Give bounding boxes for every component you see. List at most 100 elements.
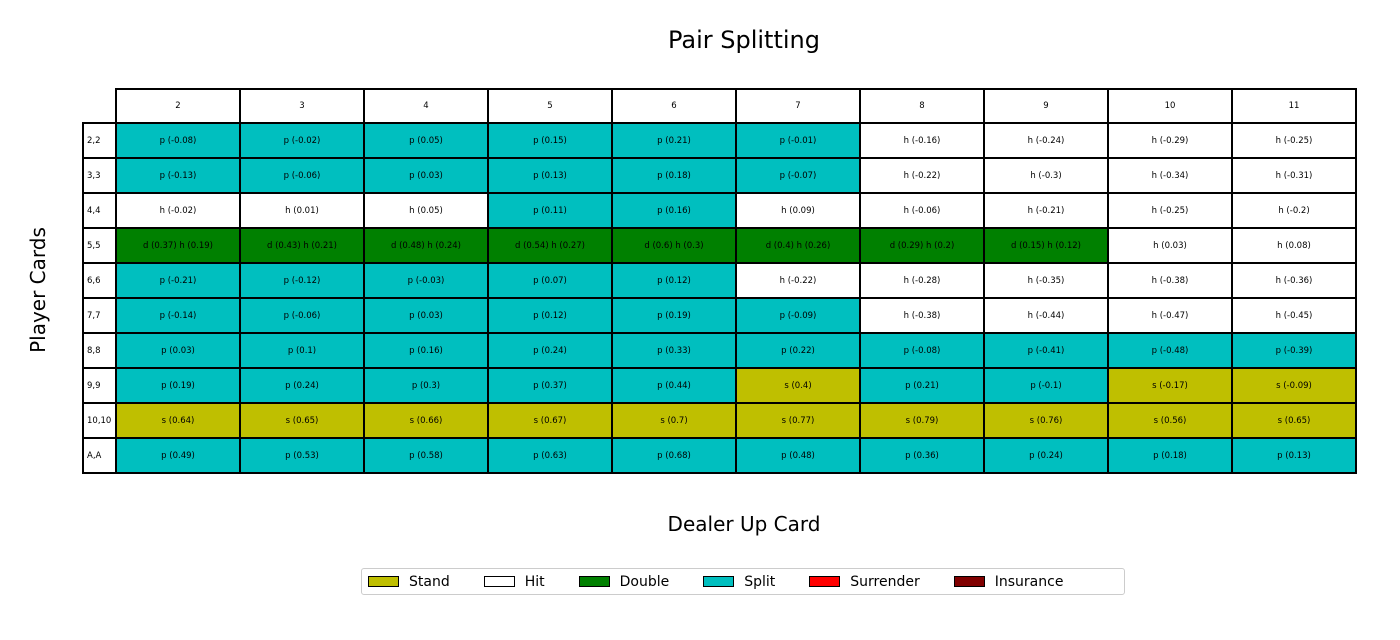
table-cell: p (0.13) — [1231, 437, 1357, 474]
table-cell: h (-0.34) — [1107, 157, 1233, 194]
table-row: 7,7 p (-0.14) p (-0.06) p (0.03) p (0.12) p (… — [82, 297, 1357, 334]
table-cell: s (0.64) — [115, 402, 241, 439]
table-cell: p (0.37) — [487, 367, 613, 404]
row-header: 2,2 — [82, 122, 117, 159]
table-cell: h (-0.35) — [983, 262, 1109, 299]
table-cell: p (0.12) — [611, 262, 737, 299]
table-cell: d (0.54) h (0.27) — [487, 227, 613, 264]
legend-swatch — [703, 576, 735, 587]
table-cell: p (0.21) — [611, 122, 737, 159]
table-cell: p (0.24) — [487, 332, 613, 369]
table-cell: h (-0.22) — [859, 157, 985, 194]
column-header: 2 — [115, 88, 241, 124]
table-cell: h (-0.3) — [983, 157, 1109, 194]
legend-swatch — [368, 576, 399, 587]
table-cell: h (-0.47) — [1107, 297, 1233, 334]
table-cell: p (0.53) — [239, 437, 365, 474]
legend-label: Insurance — [994, 573, 1064, 590]
table-cell: p (0.48) — [735, 437, 861, 474]
legend-label: Surrender — [850, 573, 920, 590]
column-header: 5 — [487, 88, 613, 124]
table-cell: h (-0.25) — [1107, 192, 1233, 229]
row-header: 10,10 — [82, 402, 117, 439]
row-header: 6,6 — [82, 262, 117, 299]
table-cell: h (0.03) — [1107, 227, 1233, 264]
table-cell: p (0.63) — [487, 437, 613, 474]
column-header: 11 — [1231, 88, 1357, 124]
table-cell: p (0.22) — [735, 332, 861, 369]
row-header: 9,9 — [82, 367, 117, 404]
table-cell: p (-0.1) — [983, 367, 1109, 404]
table-cell: d (0.6) h (0.3) — [611, 227, 737, 264]
table-cell: p (0.19) — [611, 297, 737, 334]
table-cell: p (0.16) — [611, 192, 737, 229]
table-row: A,A p (0.49) p (0.53) p (0.58) p (0.63) p (0.… — [82, 437, 1357, 474]
table-cell: h (-0.29) — [1107, 122, 1233, 159]
table-cell: p (0.03) — [115, 332, 241, 369]
table-row: 2,2 p (-0.08) p (-0.02) p (0.05) p (0.15) p (… — [82, 122, 1357, 159]
table-cell: s (0.66) — [363, 402, 489, 439]
table-cell: p (0.07) — [487, 262, 613, 299]
legend-item: Split — [703, 574, 775, 590]
table-cell: p (0.05) — [363, 122, 489, 159]
table-cell: h (-0.44) — [983, 297, 1109, 334]
row-header: 8,8 — [82, 332, 117, 369]
table-cell: p (0.13) — [487, 157, 613, 194]
table-cell: p (0.03) — [363, 157, 489, 194]
table-cell: h (-0.21) — [983, 192, 1109, 229]
table-cell: h (-0.38) — [859, 297, 985, 334]
column-header: 7 — [735, 88, 861, 124]
table-cell: h (-0.22) — [735, 262, 861, 299]
y-axis-label: Player Cards — [26, 227, 50, 353]
table-cell: p (-0.41) — [983, 332, 1109, 369]
column-header: 4 — [363, 88, 489, 124]
table-cell: s (-0.09) — [1231, 367, 1357, 404]
table-cell: p (0.21) — [859, 367, 985, 404]
table-cell: p (0.16) — [363, 332, 489, 369]
table-cell: h (-0.25) — [1231, 122, 1357, 159]
table-cell: s (0.67) — [487, 402, 613, 439]
table-cell: p (0.68) — [611, 437, 737, 474]
column-header: 6 — [611, 88, 737, 124]
table-cell: s (0.77) — [735, 402, 861, 439]
table-cell: s (0.7) — [611, 402, 737, 439]
legend-swatch — [809, 576, 841, 587]
table-cell: p (0.58) — [363, 437, 489, 474]
table-cell: p (0.18) — [1107, 437, 1233, 474]
column-header: 9 — [983, 88, 1109, 124]
table-cell: p (0.12) — [487, 297, 613, 334]
table-cell: h (0.01) — [239, 192, 365, 229]
table-cell: s (0.76) — [983, 402, 1109, 439]
table-cell: p (-0.08) — [115, 122, 241, 159]
table-cell: d (0.29) h (0.2) — [859, 227, 985, 264]
column-header: 3 — [239, 88, 365, 124]
table-row: 6,6 p (-0.21) p (-0.12) p (-0.03) p (0.07) p … — [82, 262, 1357, 299]
table-cell: d (0.48) h (0.24) — [363, 227, 489, 264]
row-header: 7,7 — [82, 297, 117, 334]
table-cell: p (0.33) — [611, 332, 737, 369]
table-cell: h (-0.2) — [1231, 192, 1357, 229]
table-cell: d (0.37) h (0.19) — [115, 227, 241, 264]
table-cell: h (-0.16) — [859, 122, 985, 159]
table-cell: h (-0.24) — [983, 122, 1109, 159]
table-cell: p (-0.39) — [1231, 332, 1357, 369]
table-row: 9,9 p (0.19) p (0.24) p (0.3) p (0.37) p (0.4… — [82, 367, 1357, 404]
table-row: 4,4 h (-0.02) h (0.01) h (0.05) p (0.11) p (0… — [82, 192, 1357, 229]
table-cell: p (-0.14) — [115, 297, 241, 334]
table-cell: s (0.65) — [239, 402, 365, 439]
table-row: 8,8 p (0.03) p (0.1) p (0.16) p (0.24) p (0.3… — [82, 332, 1357, 369]
table-cell: s (0.65) — [1231, 402, 1357, 439]
column-header: 10 — [1107, 88, 1233, 124]
table-cell: s (0.4) — [735, 367, 861, 404]
table-cell: p (-0.03) — [363, 262, 489, 299]
legend-item: Stand — [368, 574, 450, 590]
table-cell: p (-0.01) — [735, 122, 861, 159]
table-cell: d (0.4) h (0.26) — [735, 227, 861, 264]
table-cell: h (-0.06) — [859, 192, 985, 229]
table-cell: s (0.56) — [1107, 402, 1233, 439]
x-axis-label: Dealer Up Card — [667, 512, 821, 536]
legend-item: Double — [578, 573, 670, 590]
legend-label: Double — [619, 573, 670, 590]
chart-title: Pair Splitting — [667, 26, 820, 54]
table-cell: p (0.3) — [363, 367, 489, 404]
